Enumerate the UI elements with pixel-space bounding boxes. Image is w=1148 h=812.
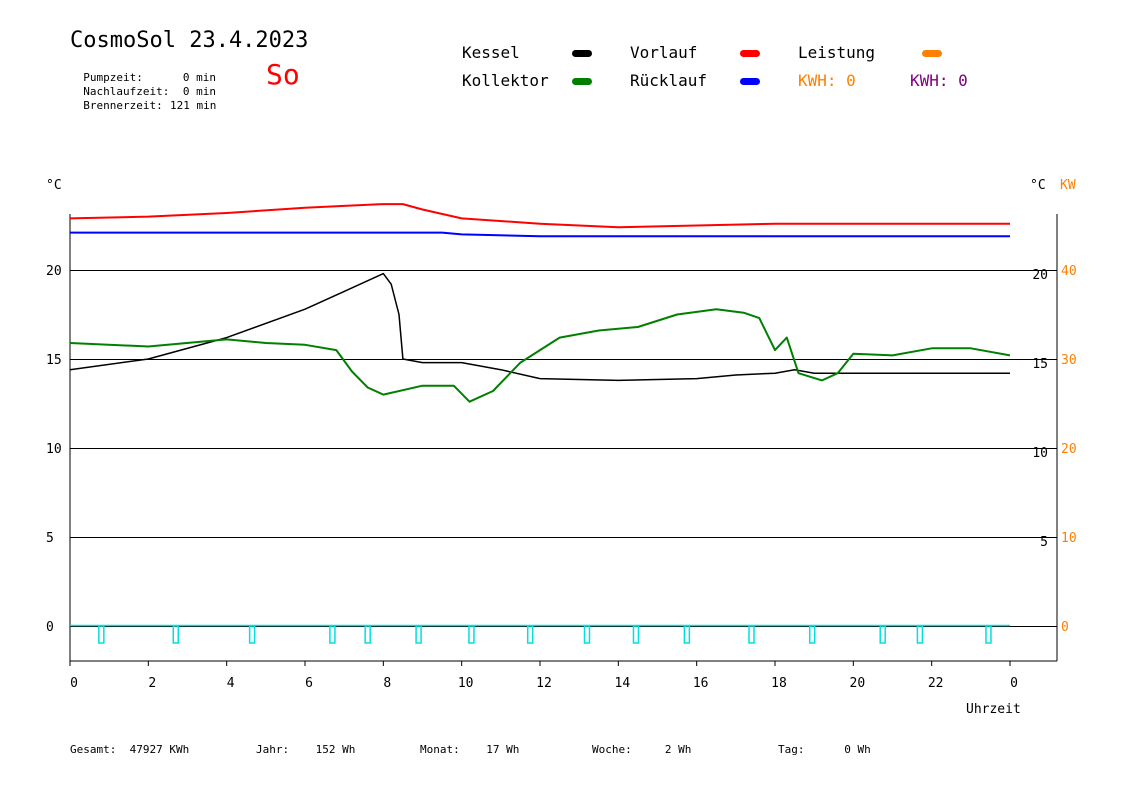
x-tick-label: 2 [148,676,156,691]
y-tick-left: 10 [46,442,62,457]
footer-label: Woche: [592,743,632,756]
footer-woche: Woche: 2 Wh [592,743,691,756]
stat-label: Brennerzeit: [83,99,163,112]
pump-pulse [632,625,640,644]
right-axis-unit-kw: KW [1060,178,1076,193]
y-tick-kw: 20 [1061,442,1077,457]
kwh-label: KWH: [910,71,949,90]
pump-pulse [172,625,179,644]
pump-pulse [415,625,422,644]
pump-pulse [364,625,371,644]
y-tick-left: 20 [46,264,62,279]
y-tick-left: 0 [46,620,54,635]
pump-pulse [916,625,924,644]
legend-vorlauf: Vorlauf [630,43,698,62]
stat-label: Nachlaufzeit: [83,85,170,98]
legend-kessel: Kessel [462,43,520,62]
y-tick-right: 15 [1032,357,1048,372]
legend-swatch-kollektor [572,78,592,85]
x-tick-label: 18 [771,676,787,691]
y-tick-kw: 30 [1061,353,1077,368]
x-tick-label: 0 [70,676,78,691]
pump-pulse [583,625,591,644]
y-tick-kw: 10 [1061,531,1077,546]
footer-value: 47927 KWh [129,743,190,756]
stat-value: 121 min [170,99,217,112]
x-tick-label: 14 [615,676,631,691]
legend-kollektor: Kollektor [462,71,549,90]
x-tick-label: 20 [850,676,866,691]
footer-tag: Tag: 0 Wh [778,743,871,756]
right-axis-unit: °C [1030,178,1046,193]
kwh-label: KWH: [798,71,837,90]
legend-swatch-leistung [922,50,942,57]
pump-pulse [468,625,475,644]
x-tick-label: 16 [693,676,709,691]
y-tick-right: 20 [1032,268,1048,283]
series-line-kessel [69,272,1010,382]
legend-leistung: Leistung [798,43,876,62]
footer-value: 17 Wh [486,743,520,756]
y-tick-left: 15 [46,353,62,368]
left-axis-unit: °C [46,178,62,193]
kwh-value: 0 [846,71,856,90]
x-tick-label: 6 [305,676,313,691]
pump-pulse [879,625,886,644]
x-tick-label: 8 [383,676,391,691]
series-line-ruecklauf [70,231,1010,238]
footer-value: 0 Wh [844,743,871,756]
weekday: So [266,58,300,91]
pump-pulse [248,625,256,644]
legend-ruecklauf: Rücklauf [630,71,708,90]
footer-label: Monat: [420,743,460,756]
y-tick-right: 10 [1032,446,1048,461]
x-tick-label: 12 [536,676,552,691]
y-tick-kw: 40 [1061,264,1077,279]
footer-label: Jahr: [256,743,290,756]
legend-swatch-vorlauf [740,50,760,57]
stat-value: 0 min [182,71,216,84]
x-tick-label: 10 [458,676,474,691]
x-tick-label: 22 [928,676,944,691]
footer-value: 2 Wh [664,743,692,756]
pump-pulse [683,625,691,644]
footer-label: Gesamt: [70,743,117,756]
stat-value: 0 min [182,85,216,98]
legend-kwh-leistung: KWH: 0 [798,71,856,90]
y-tick-right: 5 [1040,535,1048,550]
footer-gesamt: Gesamt: 47927 KWh [70,743,189,756]
x-axis-title: Uhrzeit [966,702,1021,717]
stat-nachlaufzeit: Nachlaufzeit: 0 min [70,72,216,98]
stat-pumpzeit: Pumpzeit: 0 min [70,58,216,84]
footer-jahr: Jahr: 152 Wh [256,743,355,756]
y-tick-kw: 0 [1061,620,1069,635]
footer-label: Tag: [778,743,805,756]
page-title: CosmoSol 23.4.2023 [70,28,309,53]
y-tick-left: 5 [46,531,54,546]
series-line-kollektor [69,308,1011,403]
stat-brennerzeit: Brennerzeit: 121 min [70,86,216,112]
pump-pulse [985,625,992,644]
pump-pulse [748,625,755,644]
pump-pulse [329,625,336,644]
footer-monat: Monat: 17 Wh [420,743,519,756]
pump-pulse [526,625,534,644]
legend-kwh-2: KWH: 0 [910,71,968,90]
x-tick-label: 4 [227,676,235,691]
series-line-vorlauf [69,203,1010,229]
legend-swatch-kessel [572,50,592,57]
stat-label: Pumpzeit: [83,71,143,84]
kwh-value: 0 [958,71,968,90]
legend-swatch-ruecklauf [740,78,760,85]
footer-value: 152 Wh [315,743,356,756]
pump-pulse [808,625,816,644]
pump-pulse [98,625,105,644]
x-tick-label: 0 [1010,676,1018,691]
